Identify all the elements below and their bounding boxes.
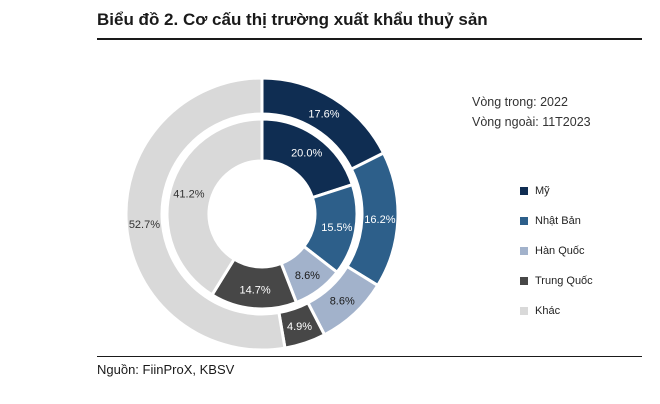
inner-label-Hàn Quốc: 8.6% (295, 270, 320, 282)
legend-item-Khác: Khác (520, 296, 593, 326)
slice-labels: 17.6% 16.2% 8.6% 4.9% 52.7% 20.0% 15.5% 8.6% 14.… (129, 109, 396, 333)
legend-label: Trung Quốc (535, 275, 593, 287)
legend-swatch (520, 307, 528, 315)
legend-swatch (520, 187, 528, 195)
legend-item-Mỹ: Mỹ (520, 176, 593, 206)
outer-label-Mỹ: 17.6% (308, 109, 339, 121)
legend-item-Trung Quốc: Trung Quốc (520, 266, 593, 296)
inner-label-Khác: 41.2% (173, 188, 204, 200)
legend-label: Mỹ (535, 185, 550, 197)
outer-label-Khác: 52.7% (129, 219, 160, 231)
legend-label: Hàn Quốc (535, 245, 585, 257)
outer-label-Trung Quốc: 4.9% (287, 321, 312, 333)
legend-swatch (520, 217, 528, 225)
inner-ring-note: Vòng trong: 2022 (472, 95, 568, 109)
outer-ring-note: Vòng ngoài: 11T2023 (472, 115, 591, 129)
outer-label-Hàn Quốc: 8.6% (330, 296, 355, 308)
inner-slice-Khác (165, 117, 264, 297)
legend-label: Nhật Bản (535, 215, 581, 227)
inner-label-Trung Quốc: 14.7% (239, 285, 270, 297)
chart-title: Biểu đồ 2. Cơ cấu thị trường xuất khẩu t… (97, 10, 488, 29)
legend-swatch (520, 277, 528, 285)
source-rule (97, 356, 642, 357)
legend-swatch (520, 247, 528, 255)
legend: Mỹ Nhật Bản Hàn Quốc Trung Quốc Khác (520, 176, 593, 326)
inner-label-Mỹ: 20.0% (291, 148, 322, 160)
legend-item-Nhật Bản: Nhật Bản (520, 206, 593, 236)
legend-item-Hàn Quốc: Hàn Quốc (520, 236, 593, 266)
inner-ring (165, 117, 359, 311)
outer-label-Nhật Bản: 16.2% (364, 214, 395, 226)
title-rule (97, 38, 642, 40)
legend-label: Khác (535, 305, 561, 317)
outer-ring (124, 76, 400, 352)
source-note: Nguồn: FiinProX, KBSV (97, 362, 235, 377)
inner-label-Nhật Bản: 15.5% (321, 222, 352, 234)
outer-slice-Khác (124, 76, 287, 352)
